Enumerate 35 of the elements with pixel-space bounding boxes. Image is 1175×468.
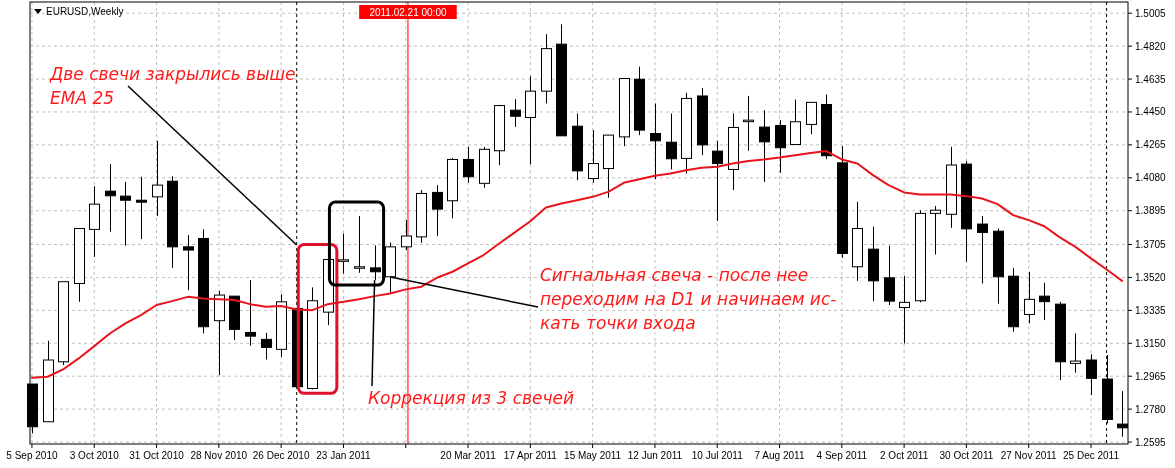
x-tick-label: 15 May 2011 <box>564 450 622 461</box>
x-tick-label: 5 Sep 2010 <box>6 450 58 461</box>
x-tick-label: 30 Oct 2011 <box>939 450 994 461</box>
y-tick-label: 1.4450 <box>1135 106 1167 118</box>
x-tick-label: 10 Jul 2011 <box>691 450 744 461</box>
ref-line-label: 2011.02.21 00:00 <box>369 7 447 18</box>
x-tick-label: 23 Jan 2011 <box>316 450 372 461</box>
x-tick-label: 17 Apr 2011 <box>503 450 558 461</box>
y-tick-label: 1.3335 <box>1135 304 1167 316</box>
x-tick-label: 12 Jun 2011 <box>627 450 683 461</box>
x-tick-label: 2 Oct 2011 <box>880 450 929 461</box>
y-tick-label: 1.3520 <box>1135 271 1167 283</box>
annotation: Две свечи закрылись выше EMA 25 <box>49 64 296 108</box>
annotation: Сигнальная свеча - после нее переходим на D1 и начинаем ис- кать точки входа <box>540 265 837 333</box>
x-tick-label: 28 Nov 2010 <box>190 450 248 461</box>
x-tick-label: 26 Dec 2010 <box>252 450 310 461</box>
y-tick-label: 1.3895 <box>1135 205 1167 217</box>
x-tick-label: 27 Nov 2011 <box>1000 450 1058 461</box>
y-tick-label: 1.2780 <box>1135 403 1167 415</box>
x-tick-label: 4 Sep 2011 <box>816 450 868 461</box>
x-tick-label: 31 Oct 2010 <box>129 450 185 461</box>
y-tick-label: 1.3705 <box>1135 239 1167 251</box>
x-tick-label: 3 Oct 2010 <box>69 450 120 461</box>
y-tick-label: 1.4080 <box>1135 172 1167 184</box>
y-tick-label: 1.2965 <box>1135 370 1167 382</box>
y-tick-label: 1.5005 <box>1135 7 1167 19</box>
y-tick-label: 1.4265 <box>1135 139 1167 151</box>
y-tick-label: 1.4820 <box>1135 40 1167 52</box>
y-tick-label: 1.4635 <box>1135 73 1167 85</box>
x-tick-label: 20 Mar 2011 <box>440 450 497 461</box>
x-tick-label: 7 Aug 2011 <box>754 450 805 461</box>
chart-title: EURUSD,Weekly <box>46 6 124 17</box>
x-tick-label: 25 Dec 2011 <box>1063 450 1120 461</box>
y-tick-label: 1.3150 <box>1135 337 1167 349</box>
y-tick-label: 1.2595 <box>1135 436 1167 448</box>
